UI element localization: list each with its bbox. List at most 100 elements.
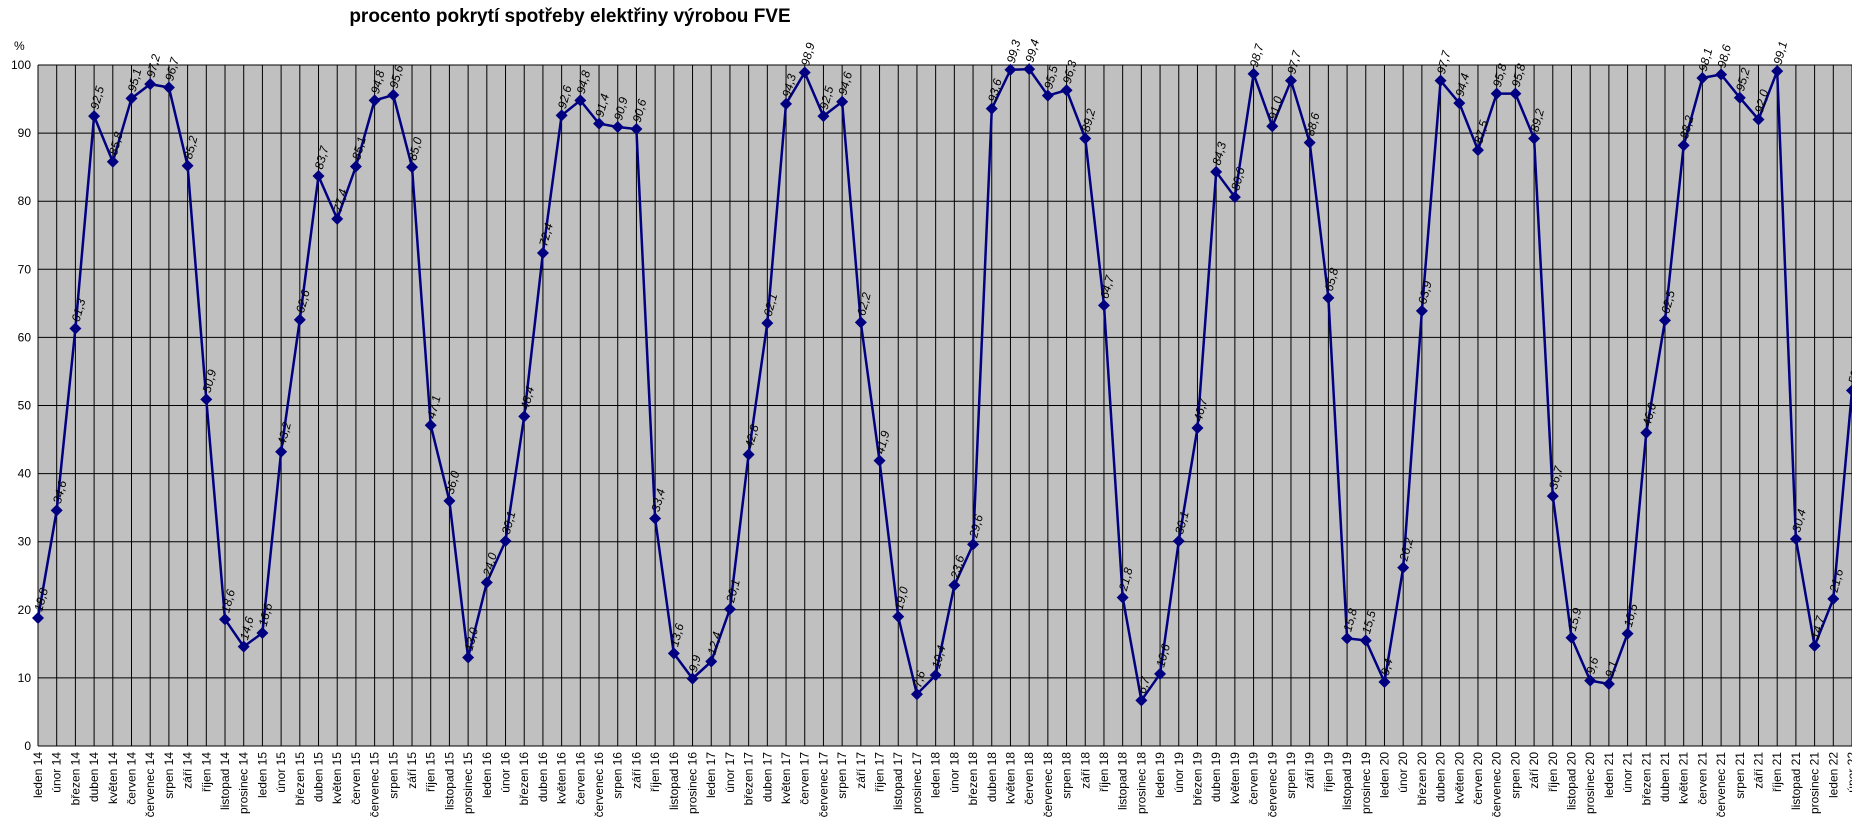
data-label: 80,6 [1228,165,1248,191]
x-tick-label: prosinec 18 [1134,752,1148,814]
data-label: 62,5 [1658,289,1678,315]
data-point-marker [200,393,213,406]
data-label: 84,3 [1210,140,1230,166]
data-point-marker [1584,674,1597,687]
data-point-marker [181,159,194,172]
data-label: 46,7 [1191,395,1211,422]
y-axis-label: % [14,39,25,53]
data-point-marker [1602,678,1615,691]
data-point-marker [1696,71,1709,84]
data-point-marker [125,92,138,105]
x-tick-label: září 17 [854,752,868,789]
data-label: 48,4 [518,385,538,411]
data-point-marker [1471,144,1484,157]
data-label: 16,5 [1621,602,1641,628]
x-tick-label: leden 20 [1377,752,1391,798]
x-tick-label: únor 14 [50,752,64,793]
data-point-marker [256,626,269,639]
x-tick-label: duben 19 [1209,752,1223,802]
data-label: 6,7 [1135,674,1153,695]
data-label: 15,5 [1359,609,1379,635]
data-point-marker [910,688,923,701]
x-tick-label: červen 17 [798,752,812,805]
x-tick-label: listopad 18 [1116,752,1130,810]
x-tick-label: leden 16 [480,752,494,798]
data-point-marker [892,610,905,623]
x-tick-label: říjen 18 [1097,752,1111,792]
x-tick-label: duben 16 [536,752,550,802]
x-tick-label: květen 19 [1228,752,1242,804]
y-tick-label: 50 [18,399,32,413]
data-point-marker [1808,639,1821,652]
data-point-marker [106,155,119,168]
data-point-marker [1434,74,1447,87]
data-label: 9,9 [686,653,704,673]
data-label: 90,9 [611,95,631,121]
y-tick-label: 90 [18,126,32,140]
x-tick-label: červenec 18 [1041,752,1055,818]
x-tick-label: únor 18 [947,752,961,793]
data-label: 92,0 [1752,88,1772,114]
x-tick-label: leden 18 [929,752,943,798]
x-tick-label: červenec 20 [1490,752,1504,818]
data-point-marker [1677,139,1690,152]
data-point-marker [686,672,699,685]
x-tick-label: leden 15 [255,752,269,798]
data-point-marker [1509,87,1522,100]
data-point-marker [1247,67,1260,80]
data-point-marker [1528,132,1541,145]
data-label: 14,7 [1808,613,1828,640]
data-point-marker [1490,87,1503,100]
data-point-marker [1715,68,1728,81]
data-label: 9,4 [1378,657,1396,677]
data-label: 14,6 [237,615,257,641]
x-tick-label: červen 19 [1247,752,1261,805]
data-point-marker [630,123,643,136]
data-label: 21,8 [1116,566,1136,593]
data-point-marker [518,410,531,423]
data-label: 94,6 [836,70,856,96]
x-tick-label: srpen 16 [611,752,625,799]
data-point-marker [1004,63,1017,76]
y-tick-label: 70 [18,262,32,276]
y-tick-label: 60 [18,330,32,344]
data-point-marker [1621,627,1634,640]
x-tick-label: únor 15 [274,752,288,793]
data-point-marker [499,535,512,548]
y-tick-label: 10 [18,671,32,685]
y-tick-label: 20 [18,603,32,617]
data-label: 89,2 [1079,107,1099,133]
x-tick-label: srpen 20 [1508,752,1522,799]
data-point-marker [705,655,718,668]
data-point-marker [144,78,157,91]
data-label: 9,1 [1602,659,1620,679]
x-tick-label: únor 16 [499,752,513,793]
y-tick-label: 40 [18,467,32,481]
data-point-marker [536,246,549,259]
x-tick-label: září 20 [1527,752,1541,789]
x-tick-label: únor 20 [1396,752,1410,793]
data-point-marker [1658,314,1671,327]
x-tick-label: listopad 21 [1789,752,1803,810]
x-tick-label: březen 18 [966,752,980,806]
data-point-marker [1322,291,1335,304]
x-tick-label: září 21 [1751,752,1765,789]
y-tick-label: 30 [18,535,32,549]
data-label: 92,5 [817,84,837,110]
y-tick-label: 0 [24,739,31,753]
data-label: 20,1 [723,578,743,605]
data-point-marker [1415,304,1428,317]
x-tick-label: srpen 14 [162,752,176,799]
x-tick-label: srpen 15 [386,752,400,799]
data-point-marker [854,316,867,329]
data-label: 83,7 [312,143,332,170]
data-point-marker [817,110,830,123]
data-label: 72,4 [536,221,556,247]
data-label: 94,3 [779,72,799,98]
data-label: 9,6 [1584,655,1602,675]
data-label: 10,4 [929,643,949,669]
data-point-marker [1453,97,1466,110]
x-tick-label: říjen 14 [199,752,213,792]
x-tick-label: duben 21 [1658,752,1672,802]
